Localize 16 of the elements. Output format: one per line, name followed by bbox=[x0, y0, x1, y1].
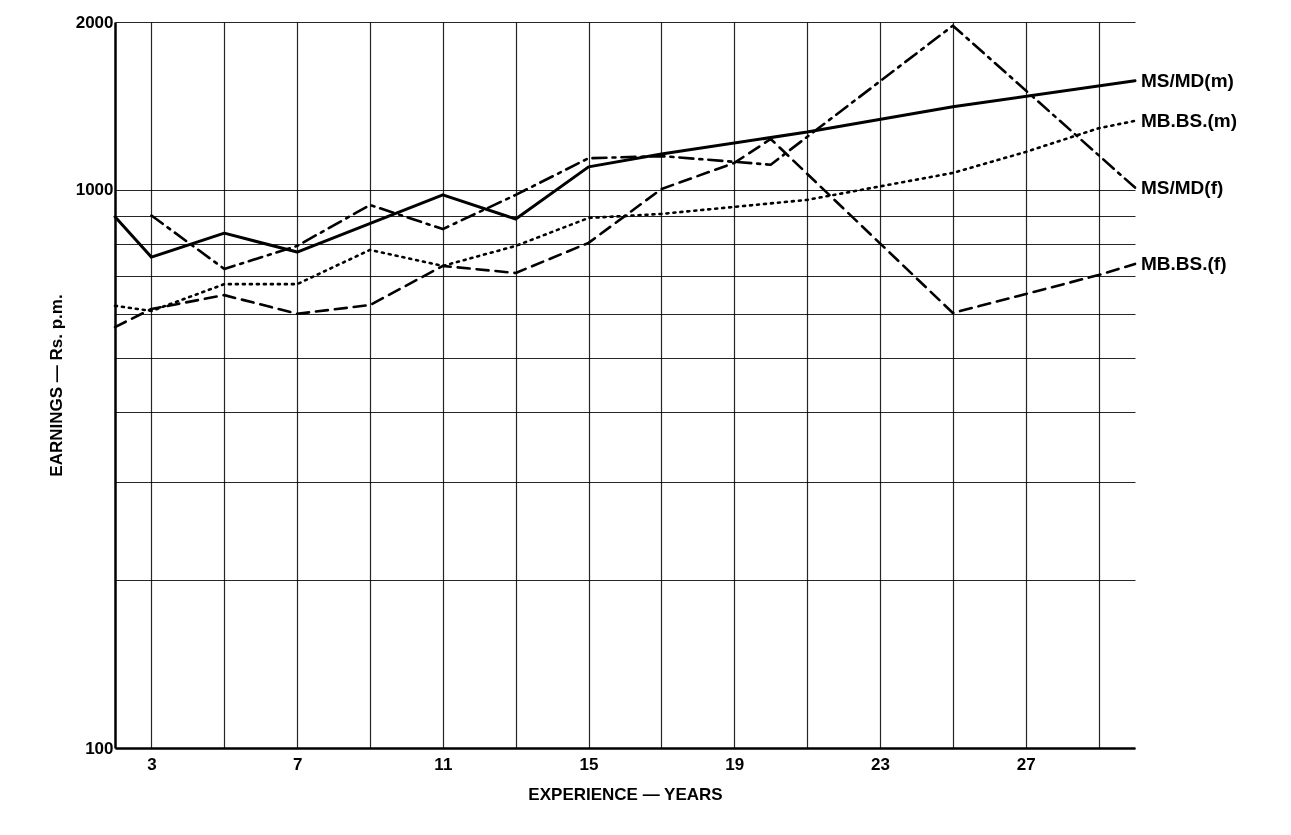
y-tick-label: 2000 bbox=[75, 12, 114, 32]
x-tick-label: 19 bbox=[725, 754, 745, 774]
y-tick-label: 1000 bbox=[75, 180, 114, 200]
x-tick-label: 27 bbox=[1016, 754, 1036, 774]
y-axis-title: EARNINGS — Rs. p.m. bbox=[46, 294, 66, 477]
x-tick-label: 3 bbox=[147, 754, 157, 774]
x-tick-label: 23 bbox=[871, 754, 890, 774]
series-label: MB.BS.(f) bbox=[1141, 252, 1227, 274]
series-label: MB.BS.(m) bbox=[1141, 109, 1238, 131]
x-tick-label: 15 bbox=[579, 754, 599, 774]
x-axis-title: EXPERIENCE — YEARS bbox=[528, 784, 723, 804]
series-label: MS/MD(f) bbox=[1141, 176, 1224, 198]
x-tick-label: 11 bbox=[434, 754, 453, 774]
y-tick-label: 100 bbox=[85, 738, 114, 758]
series-label: MS/MD(m) bbox=[1141, 69, 1234, 91]
x-tick-label: 7 bbox=[292, 754, 303, 774]
